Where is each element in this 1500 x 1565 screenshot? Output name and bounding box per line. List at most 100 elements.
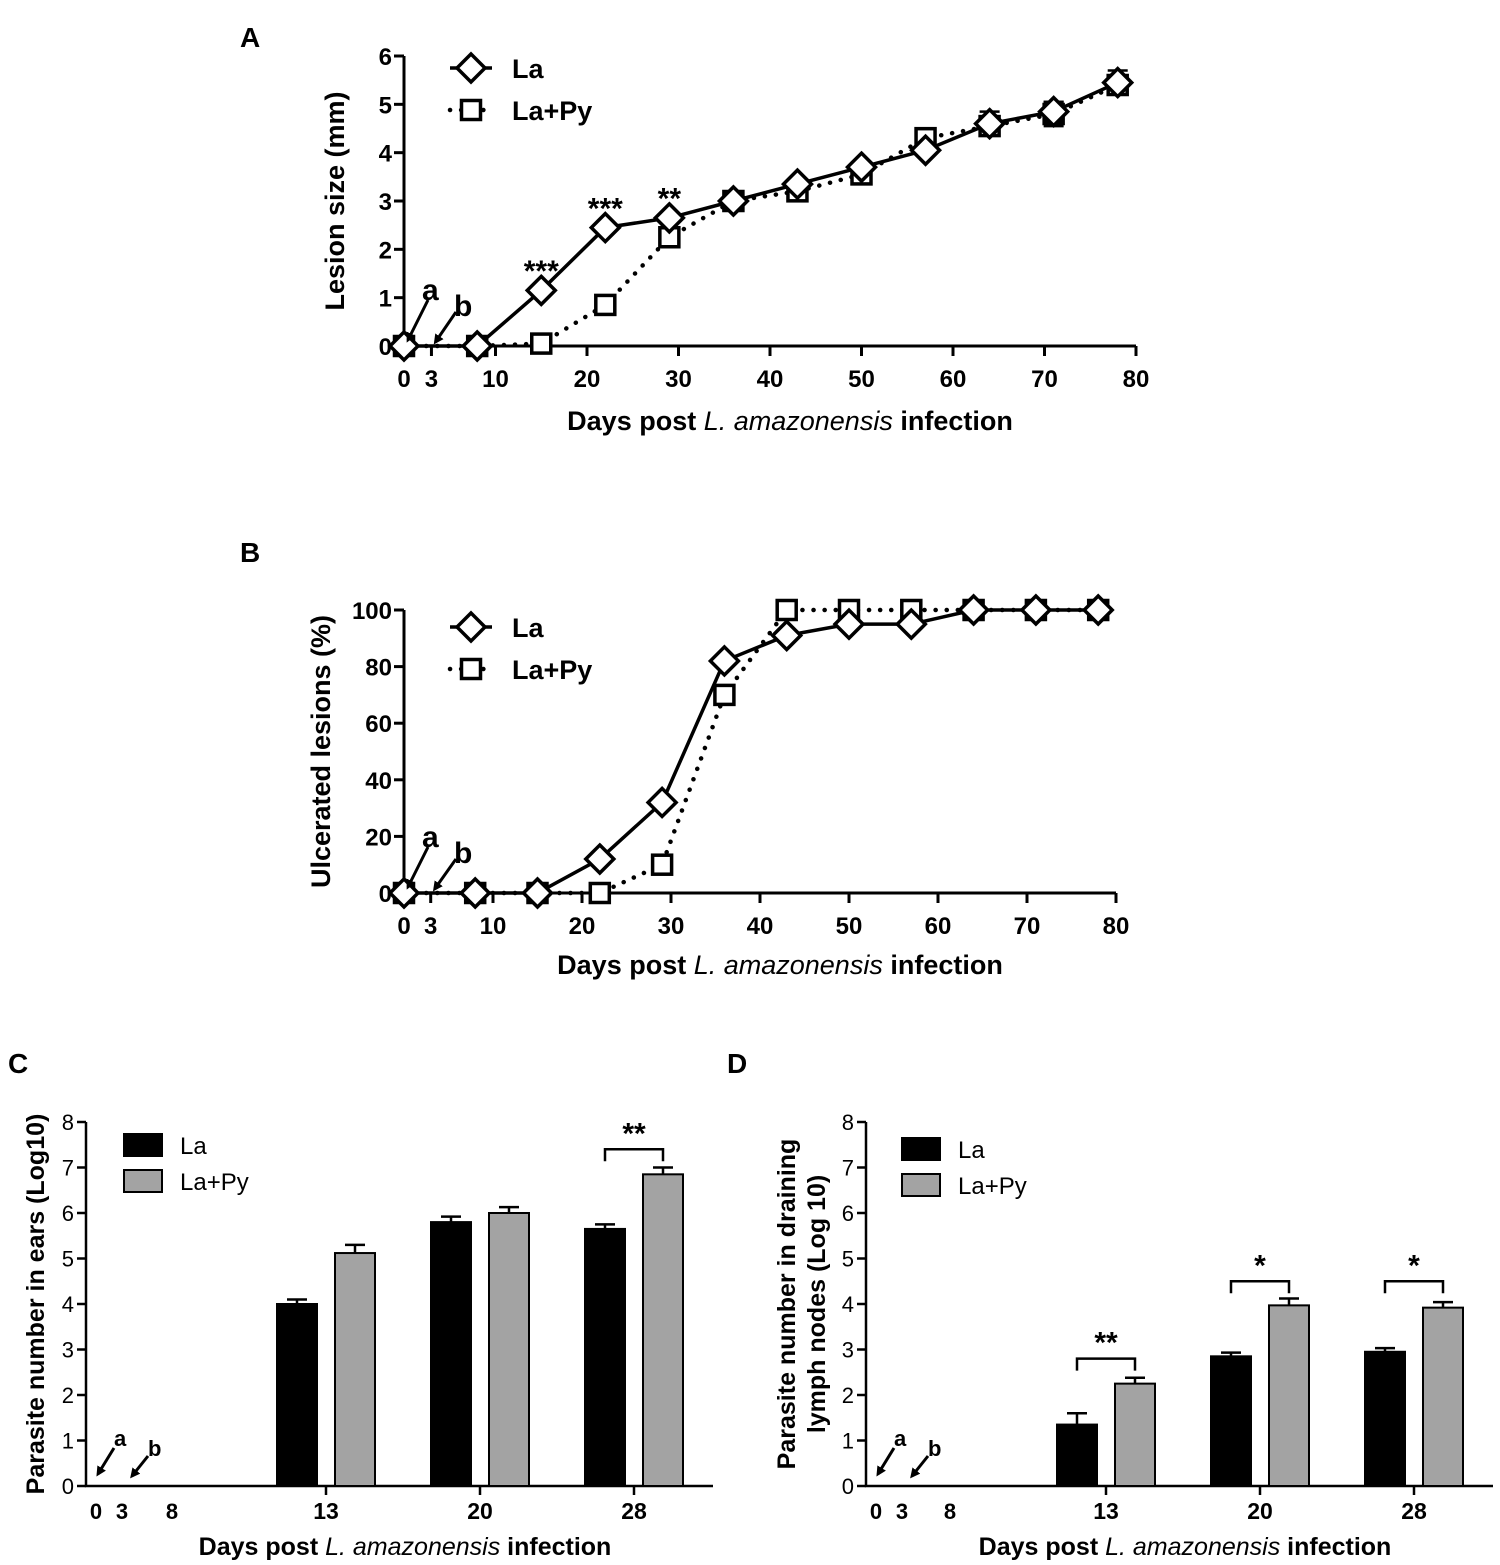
legend-label: La <box>512 54 544 84</box>
significance-label: *** <box>524 255 559 288</box>
x-tick-label: 30 <box>658 913 685 940</box>
data-point-La <box>845 150 878 184</box>
legend-label: La+Py <box>512 96 592 126</box>
legend-swatch-LaPy <box>901 1173 941 1197</box>
y-tick-label: 20 <box>365 824 392 851</box>
x-tick-label: 80 <box>1123 366 1150 393</box>
panel-letter: A <box>240 22 260 53</box>
bar-La+Py-28 <box>642 1173 684 1487</box>
y-tick-label: 1 <box>62 1429 74 1454</box>
y-tick-label: 4 <box>842 1292 854 1317</box>
y-tick-label: 2 <box>62 1383 74 1408</box>
y-tick-label: 3 <box>379 189 392 216</box>
x-axis-label-part: Days post <box>557 950 694 980</box>
arrow-b <box>910 1455 930 1479</box>
y-tick-label: 40 <box>365 768 392 795</box>
x-tick-label: 40 <box>757 366 784 393</box>
significance-bracket <box>1383 1280 1445 1294</box>
bar-La-13 <box>1056 1423 1098 1487</box>
x-axis-label-part: infection <box>883 950 1003 980</box>
arrow-b <box>433 311 458 345</box>
arrow-a <box>406 299 430 343</box>
arrow-label-a: a <box>422 274 439 307</box>
data-point-La <box>770 618 804 652</box>
data-point-La <box>707 644 741 678</box>
y-tick-label: 7 <box>842 1156 854 1181</box>
x-tick-label: 20 <box>574 366 601 393</box>
x-axis-label-part: infection <box>500 1533 611 1561</box>
y-tick-label: 5 <box>842 1247 854 1272</box>
y-tick-label: 5 <box>379 92 392 119</box>
y-tick-label: 0 <box>379 881 392 908</box>
x-tick-label: 28 <box>621 1498 647 1524</box>
arrow-label-b: b <box>928 1436 941 1461</box>
x-tick-label: 60 <box>940 366 967 393</box>
data-point-La <box>716 184 750 218</box>
x-tick-label: 80 <box>1103 913 1130 940</box>
bar-La-13 <box>276 1303 318 1487</box>
x-axis-label: Days post L. amazonensis infection <box>557 950 1003 980</box>
panel-letter: D <box>727 1048 747 1079</box>
x-axis-label-part: Days post <box>567 406 704 436</box>
x-tick-label: 0 <box>397 366 410 393</box>
arrow-label-b: b <box>454 290 472 323</box>
y-axis-label-line: Parasite number in draining <box>773 1139 801 1470</box>
data-point-La <box>588 211 622 245</box>
x-tick-label: 70 <box>1031 366 1058 393</box>
x-axis-label: Days post L. amazonensis infection <box>979 1533 1392 1561</box>
x-tick-label: 70 <box>1014 913 1041 940</box>
x-tick-label: 3 <box>425 366 438 393</box>
x-tick-label: 30 <box>665 366 692 393</box>
data-point-La <box>909 133 943 167</box>
x-tick-label: 3 <box>896 1499 908 1524</box>
data-point-La+Py <box>530 332 553 355</box>
panel-letter: C <box>8 1048 28 1079</box>
data-point-La+Py <box>650 853 674 876</box>
bar-La+Py-28 <box>1422 1306 1464 1488</box>
data-point-La+Py <box>588 881 612 905</box>
bar-La+Py-13 <box>334 1252 376 1488</box>
legend-swatch-La <box>901 1137 941 1161</box>
arrow-label-a: a <box>422 821 439 854</box>
panel-letter: B <box>240 537 260 568</box>
data-point-La+Py <box>594 293 617 317</box>
bar-La+Py-13 <box>1114 1382 1156 1487</box>
y-tick-label: 5 <box>62 1247 74 1272</box>
arrow-label-b: b <box>454 837 472 870</box>
data-point-La <box>973 107 1007 141</box>
data-point-La <box>645 785 679 819</box>
x-axis-label-part: Days post <box>979 1533 1105 1561</box>
significance-bracket <box>1075 1357 1137 1371</box>
data-point-La <box>894 607 928 641</box>
legend-marker-La <box>454 610 488 644</box>
arrow-a <box>876 1447 896 1477</box>
x-tick-label: 20 <box>467 1498 493 1524</box>
y-tick-label: 3 <box>62 1338 74 1363</box>
data-point-La+Py <box>713 683 736 707</box>
bar-La-20 <box>430 1221 472 1487</box>
x-tick-label: 10 <box>482 366 509 393</box>
x-tick-label: 8 <box>944 1499 956 1524</box>
y-tick-label: 4 <box>62 1292 74 1317</box>
y-tick-label: 0 <box>379 334 392 361</box>
legend-label: La+Py <box>958 1173 1027 1200</box>
significance-label: * <box>1408 1249 1420 1282</box>
arrow-a <box>96 1447 116 1477</box>
x-axis-label-part: infection <box>893 406 1013 436</box>
x-tick-label: 0 <box>870 1499 882 1524</box>
y-tick-label: 3 <box>842 1338 854 1363</box>
y-axis-label: Parasite number in draininglymph nodes (… <box>773 1139 831 1470</box>
legend-label: La <box>512 613 544 643</box>
x-axis-label-part: L. amazonensis <box>694 950 883 980</box>
x-tick-label: 3 <box>424 913 437 940</box>
data-point-La <box>957 593 991 627</box>
y-axis-label-line: Parasite number in ears (Log10) <box>22 1114 50 1495</box>
arrow-a <box>406 846 430 890</box>
x-tick-label: 50 <box>836 913 863 940</box>
arrow-label-a: a <box>114 1426 127 1451</box>
arrow-label-b: b <box>148 1436 161 1461</box>
x-tick-label: 28 <box>1401 1498 1427 1524</box>
